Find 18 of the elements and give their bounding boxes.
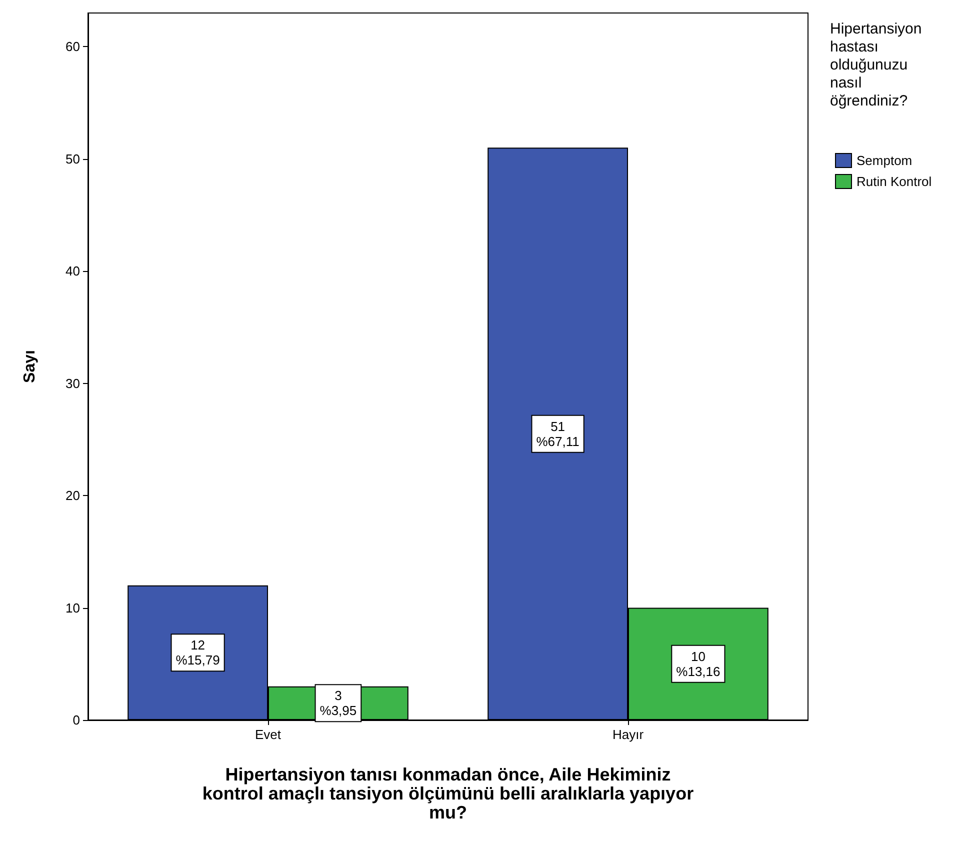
x-axis-title: Hipertansiyon tanısı konmadan önce, Aile Hekiminiz kontrol amaçlı tansiyon ölçümünü belli aralıklarla yapıyor mu? <box>202 764 694 822</box>
y-tick-label: 60 <box>66 39 80 54</box>
x-tick-label: Hayır <box>612 727 644 742</box>
y-tick-label: 0 <box>72 712 80 728</box>
data-label: 12 %15,79 <box>176 638 220 668</box>
data-label: 10 %13,16 <box>676 648 720 679</box>
data-label: 3 %3,95 <box>320 688 357 718</box>
y-tick-label: 30 <box>66 376 80 391</box>
data-label: 51 %67,11 <box>536 418 580 449</box>
x-tick-label: Evet <box>254 727 282 742</box>
y-tick-label: 20 <box>66 488 80 504</box>
y-tick-label: 50 <box>66 151 80 166</box>
legend-title: Hipertansiyon hastası olduğunuzu nasıl öğrendiniz? <box>830 20 922 110</box>
y-tick-label: 40 <box>66 264 80 279</box>
y-axis-title: Sayı <box>22 350 38 383</box>
y-tick-label: 10 <box>66 600 80 616</box>
legend-label: Semptom <box>856 153 912 168</box>
legend-label: Rutin Kontrol <box>856 174 932 189</box>
